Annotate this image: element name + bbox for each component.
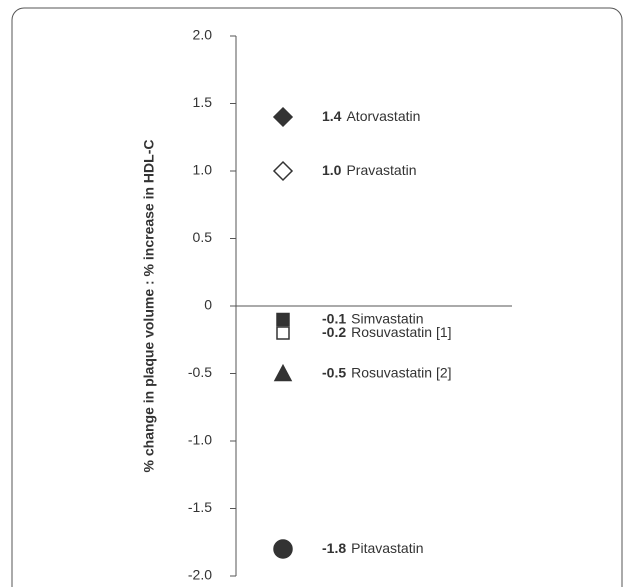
data-label: -0.2 Rosuvastatin [1] [322,324,452,340]
marker [276,326,290,340]
y-tick-label: -1.5 [188,499,212,515]
y-tick-label: -1.0 [188,432,212,448]
y-tick-label: -0.5 [188,364,212,380]
marker [273,539,293,559]
y-tick-label: -2.0 [188,567,212,583]
marker [272,160,294,182]
category-label: Pravastatin [346,162,416,178]
data-label: -1.8 Pitavastatin [322,540,424,556]
value-label: -0.2 [322,324,346,340]
y-tick-label: 2.0 [193,27,213,43]
y-axis-title: % change in plaque volume : % increase i… [141,140,157,473]
category-label: Rosuvastatin [1] [351,324,451,340]
y-tick-label: 0 [204,297,212,313]
y-tick-label: 1.5 [193,94,213,110]
frame [11,7,623,587]
marker [272,106,294,128]
data-label: 1.4 Atorvastatin [322,108,420,124]
category-label: Simvastatin [351,310,423,326]
data-label: -0.5 Rosuvastatin [2] [322,364,452,380]
value-label: -0.1 [322,310,346,326]
y-tick-label: 1.0 [193,162,213,178]
y-tick-label: 0.5 [193,229,213,245]
category-label: Pitavastatin [351,540,423,556]
category-label: Atorvastatin [346,108,420,124]
data-label: 1.0 Pravastatin [322,162,417,178]
value-label: -1.8 [322,540,346,556]
category-label: Rosuvastatin [2] [351,364,451,380]
data-label: -0.1 Simvastatin [322,310,423,326]
marker [273,363,293,382]
value-label: -0.5 [322,364,346,380]
marker [276,312,290,327]
value-label: 1.4 [322,108,342,124]
value-label: 1.0 [322,162,342,178]
